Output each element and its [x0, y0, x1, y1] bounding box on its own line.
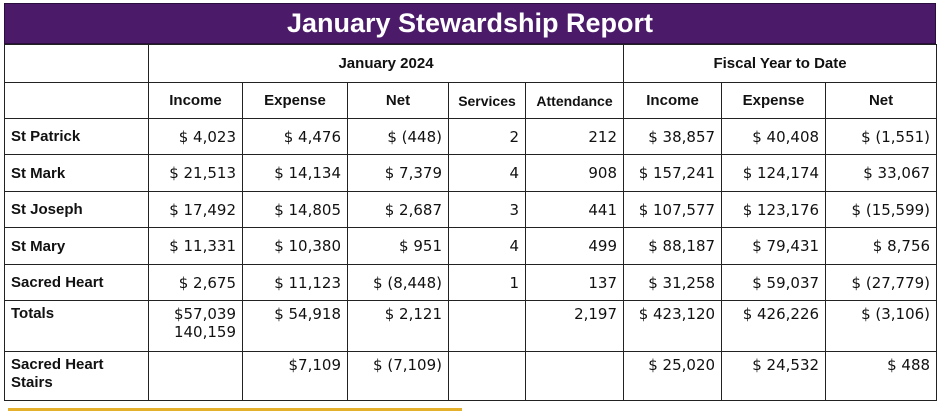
totals-income: $57,039 140,159 — [148, 300, 243, 352]
table-row: St Mark $ 21,513 $ 14,134 $ 7,379 4 908 $ 157,… — [4, 154, 938, 192]
cell-income: $ 17,492 — [148, 191, 243, 228]
report-title: January Stewardship Report — [4, 3, 936, 44]
stairs-services — [448, 351, 526, 401]
cell-services: 1 — [448, 264, 526, 301]
col-income: Income — [148, 82, 243, 119]
table-row: St Joseph $ 17,492 $ 14,805 $ 2,687 3 441 $ 10… — [4, 191, 938, 228]
column-header-row: Income Expense Net Services Attendance I… — [4, 82, 938, 119]
totals-net: $ 2,121 — [347, 300, 449, 352]
cell-net: $ (448) — [347, 118, 449, 155]
cell-attendance: 441 — [524, 191, 625, 228]
cell-income: $ 11,331 — [148, 227, 243, 265]
stairs-label: Sacred Heart Stairs — [4, 351, 149, 401]
parish-name: St Patrick — [4, 118, 149, 155]
stairs-label-line1: Sacred Heart — [11, 356, 104, 373]
stairs-ytd-expense: $ 24,532 — [721, 351, 827, 401]
row-label-header — [4, 82, 149, 119]
cell-expense: $ 14,805 — [242, 191, 348, 228]
totals-attendance: 2,197 — [524, 300, 625, 352]
totals-services — [448, 300, 526, 352]
cell-expense: $ 14,134 — [242, 154, 348, 192]
cell-ytd-income: $ 157,241 — [623, 154, 723, 192]
col-attendance: Attendance — [524, 82, 625, 119]
stairs-attendance — [524, 351, 625, 401]
totals-income-extra: 140,159 — [173, 323, 236, 341]
group-ytd: Fiscal Year to Date — [623, 44, 938, 83]
cell-net: $ 7,379 — [347, 154, 449, 192]
cell-attendance: 908 — [524, 154, 625, 192]
col-expense: Expense — [242, 82, 348, 119]
cell-expense: $ 11,123 — [242, 264, 348, 301]
stewardship-table: January 2024 Fiscal Year to Date Income … — [4, 44, 938, 401]
cell-ytd-expense: $ 59,037 — [721, 264, 827, 301]
totals-income-value: $57,039 — [173, 305, 236, 323]
cell-ytd-net: $ 8,756 — [825, 227, 938, 265]
cell-services: 2 — [448, 118, 526, 155]
totals-row: Totals $57,039 140,159 $ 54,918 $ 2,121 … — [4, 300, 938, 352]
table-row: Sacred Heart $ 2,675 $ 11,123 $ (8,448) 1 137… — [4, 264, 938, 301]
corner-cell — [4, 44, 149, 83]
totals-ytd-net: $ (3,106) — [825, 300, 938, 352]
table-row: St Patrick $ 4,023 $ 4,476 $ (448) 2 212 $ 38,… — [4, 118, 938, 155]
cell-net: $ 2,687 — [347, 191, 449, 228]
cell-expense: $ 10,380 — [242, 227, 348, 265]
cell-ytd-income: $ 88,187 — [623, 227, 723, 265]
totals-label: Totals — [4, 300, 149, 352]
cell-ytd-income: $ 38,857 — [623, 118, 723, 155]
stairs-net: $ (7,109) — [347, 351, 449, 401]
stairs-label-line2: Stairs — [11, 374, 53, 391]
cell-income: $ 2,675 — [148, 264, 243, 301]
cell-ytd-net: $ 33,067 — [825, 154, 938, 192]
table-row: St Mary $ 11,331 $ 10,380 $ 951 4 499 $ 88,187… — [4, 227, 938, 265]
stairs-income — [148, 351, 243, 401]
cell-attendance: 499 — [524, 227, 625, 265]
col-services: Services — [448, 82, 526, 119]
cell-attendance: 137 — [524, 264, 625, 301]
parish-name: St Joseph — [4, 191, 149, 228]
parish-name: St Mark — [4, 154, 149, 192]
cell-income: $ 4,023 — [148, 118, 243, 155]
cell-services: 4 — [448, 154, 526, 192]
stairs-ytd-income: $ 25,020 — [623, 351, 723, 401]
cell-ytd-expense: $ 40,408 — [721, 118, 827, 155]
cell-expense: $ 4,476 — [242, 118, 348, 155]
cell-ytd-income: $ 107,577 — [623, 191, 723, 228]
group-month: January 2024 — [147, 44, 625, 83]
parish-name: Sacred Heart — [4, 264, 149, 301]
cell-ytd-income: $ 31,258 — [623, 264, 723, 301]
cell-attendance: 212 — [524, 118, 625, 155]
group-header-row: January 2024 Fiscal Year to Date — [4, 44, 938, 83]
cell-ytd-expense: $ 79,431 — [721, 227, 827, 265]
cell-ytd-expense: $ 123,176 — [721, 191, 827, 228]
cell-ytd-net: $ (27,779) — [825, 264, 938, 301]
totals-expense: $ 54,918 — [242, 300, 348, 352]
stairs-ytd-net: $ 488 — [825, 351, 938, 401]
parish-name: St Mary — [4, 227, 149, 265]
col-net: Net — [347, 82, 449, 119]
cell-ytd-net: $ (1,551) — [825, 118, 938, 155]
col-ytd-income: Income — [623, 82, 723, 119]
cell-ytd-expense: $ 124,174 — [721, 154, 827, 192]
cell-ytd-net: $ (15,599) — [825, 191, 938, 228]
totals-ytd-expense: $ 426,226 — [721, 300, 827, 352]
cell-services: 4 — [448, 227, 526, 265]
col-ytd-expense: Expense — [721, 82, 827, 119]
totals-ytd-income: $ 423,120 — [623, 300, 723, 352]
cell-services: 3 — [448, 191, 526, 228]
stairs-row: Sacred Heart Stairs $7,109 $ (7,109) $ 2… — [4, 351, 938, 401]
cell-income: $ 21,513 — [148, 154, 243, 192]
footer-accent-line — [8, 408, 462, 411]
stairs-expense: $7,109 — [242, 351, 348, 401]
col-ytd-net: Net — [825, 82, 938, 119]
cell-net: $ (8,448) — [347, 264, 449, 301]
cell-net: $ 951 — [347, 227, 449, 265]
